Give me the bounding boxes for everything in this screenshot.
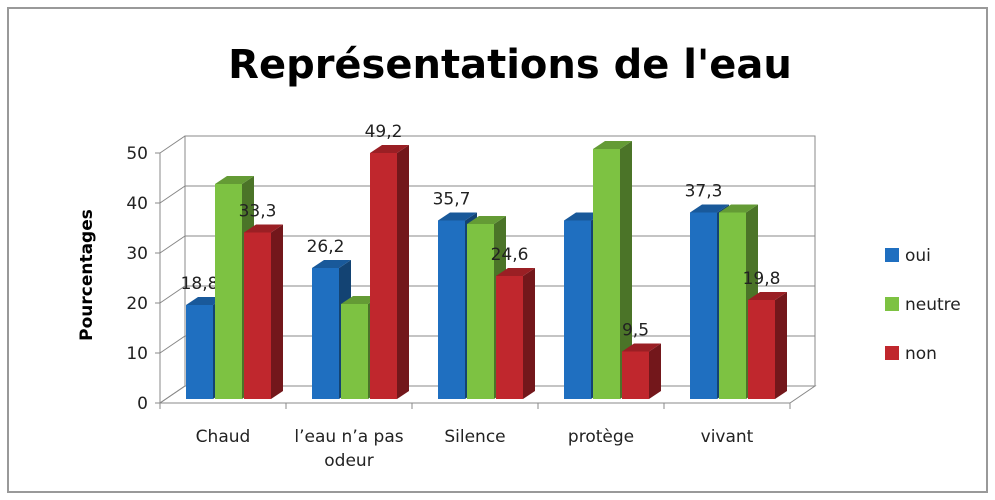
bar-face [438,212,477,221]
bar-face [593,149,620,399]
bar-face [649,343,661,399]
bar-face [370,153,397,399]
data-label: 18,8 [181,274,219,294]
data-label: 49,2 [365,122,403,142]
bar-face [467,224,494,399]
bar [748,292,787,399]
bar-face [467,216,506,224]
grid-line [159,135,815,154]
data-label: 35,7 [433,190,471,210]
bar-face [244,232,271,399]
legend-label: neutre [905,295,961,315]
bar [370,145,409,399]
bar-face [312,268,339,399]
y-tick-label: 30 [126,244,148,264]
bar [496,268,535,399]
bar-face [690,204,729,213]
bar-face [341,304,368,399]
bar-face [215,176,254,184]
x-tick-label: l’eau n’a pas odeur [294,427,404,471]
bar-face [215,184,242,399]
x-tick-label: protège [567,427,635,447]
y-tick-label: 50 [126,144,148,164]
bar [622,343,661,399]
legend-swatch [885,346,899,360]
x-tick-label: vivant [700,427,754,447]
legend-label: oui [905,246,931,266]
data-label: 33,3 [239,202,277,222]
legend-swatch [885,248,899,262]
y-axis-label: Pourcentages [77,209,97,341]
bar-face [719,212,746,399]
legend-swatch [885,297,899,311]
y-tick-label: 20 [126,294,148,314]
bar-face [719,204,758,213]
data-label: 37,3 [685,182,723,202]
bar-face [775,292,787,399]
bar-face [593,141,632,149]
bar-face [186,305,213,399]
bar-face [748,292,787,300]
bar [244,224,283,399]
data-label: 26,2 [307,237,345,257]
bar-face [244,224,283,233]
x-tick-label: Chaud [195,427,251,447]
bar-face [622,351,649,399]
bar [593,141,632,399]
chart-title: Représentations de l'eau [228,42,792,88]
bar-face [564,220,591,399]
bar-face [312,260,351,268]
bar-face [620,141,632,399]
y-tick-label: 40 [126,194,148,214]
x-tick-label: Silence [444,427,506,447]
legend-label: non [905,344,937,364]
data-label: 24,6 [491,245,529,265]
bar-face [622,343,661,352]
bar-face [690,212,717,399]
bar-face [496,268,535,276]
y-tick-label: 0 [137,394,148,414]
bar-face [370,145,409,153]
bar-face [496,276,523,399]
bar-face [397,145,409,399]
y-tick-label: 10 [126,344,148,364]
bar-face [523,268,535,399]
bar-face [438,220,465,399]
data-label: 9,5 [622,321,649,341]
data-label: 19,8 [743,269,781,289]
bar-face [748,300,775,399]
bar-face [271,224,283,399]
